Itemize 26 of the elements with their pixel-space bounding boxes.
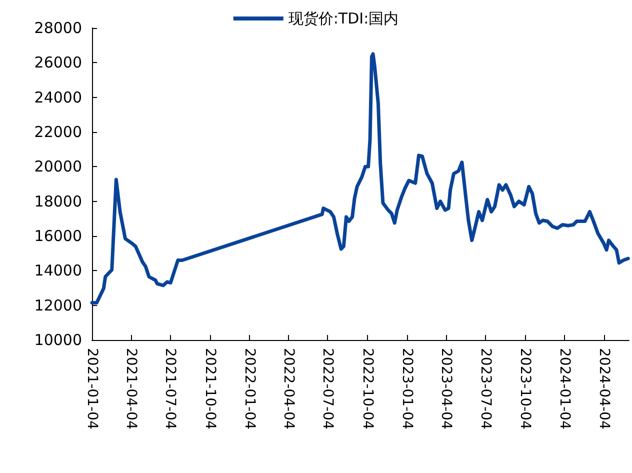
- x-tick-label: 2023-10-04: [516, 348, 533, 430]
- x-tick-label: 2023-07-04: [477, 348, 494, 430]
- y-tick-label: 26000: [34, 54, 82, 72]
- x-tick-label: 2021-07-04: [162, 348, 178, 430]
- y-tick-label: 10000: [34, 331, 82, 349]
- x-tick-label: 2022-10-04: [359, 348, 376, 430]
- x-tick-label: 2021-04-04: [122, 348, 139, 430]
- x-tick-label: 2021-01-04: [84, 348, 100, 430]
- x-tick-label: 2022-04-04: [280, 348, 296, 430]
- y-tick-label: 20000: [34, 158, 82, 176]
- y-tick-label: 28000: [34, 19, 82, 37]
- y-tick-label: 22000: [34, 123, 82, 141]
- x-tick-label: 2024-04-04: [596, 348, 612, 430]
- x-tick-label: 2022-07-04: [320, 348, 336, 430]
- y-tick-label: 12000: [34, 296, 82, 314]
- legend-label: 现货价:TDI:国内: [288, 10, 399, 28]
- y-tick-label: 24000: [34, 88, 82, 106]
- x-tick-label: 2021-10-04: [202, 348, 218, 430]
- x-tick-label: 2023-01-04: [399, 348, 416, 430]
- x-tick-label: 2024-01-04: [556, 348, 573, 430]
- line-series: [90, 52, 630, 304]
- y-tick-label: 14000: [34, 262, 82, 280]
- x-tick-label: 2023-04-04: [438, 348, 454, 430]
- y-tick-label: 18000: [34, 192, 82, 210]
- x-tick-label: 2022-01-04: [242, 348, 258, 430]
- y-tick-label: 16000: [34, 227, 82, 245]
